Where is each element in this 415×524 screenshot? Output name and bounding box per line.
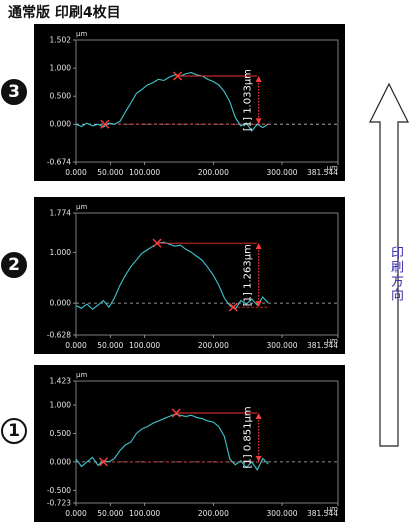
y-tick-label: 1.000 (50, 248, 72, 257)
peak-marker-stroke (173, 71, 183, 81)
badge-1: 1 (1, 418, 27, 444)
up-arrow-icon (369, 82, 409, 447)
y-unit-label: μm (76, 371, 87, 379)
height-arrow-head-bottom (255, 118, 262, 125)
x-tick-label: 100.000 (129, 341, 160, 350)
peak-marker-stroke (152, 238, 162, 248)
x-tick-label: 300.000 (266, 168, 297, 177)
base-marker (98, 457, 108, 467)
x-tick-label: 100.000 (129, 509, 160, 518)
y-tick-label: -0.723 (47, 499, 71, 508)
print-direction-arrow (368, 82, 410, 454)
badge-1-label: 1 (8, 421, 20, 441)
base-marker-stroke (100, 119, 110, 129)
profile-line (75, 72, 269, 132)
y-tick-label: 0.000 (50, 299, 72, 308)
profile-line (75, 413, 269, 471)
y-tick-label: 1.000 (50, 401, 72, 410)
y-tick-label: 1.502 (50, 36, 72, 45)
y-unit-label: μm (76, 30, 87, 38)
height-arrow-head-top (255, 75, 262, 82)
x-tick-label: 300.000 (266, 509, 297, 518)
x-tick-label: 381.544 (307, 168, 338, 177)
x-tick-label: 0.000 (65, 341, 87, 350)
badge-2: 2 (1, 252, 27, 278)
x-tick-label: 300.000 (266, 341, 297, 350)
height-arrow-head-top (255, 413, 262, 420)
plot-frame (75, 39, 339, 163)
y-tick-label: 1.000 (50, 64, 72, 73)
x-tick-label: 200.000 (198, 509, 229, 518)
chart-panel-2: μm μm 1.774 1.000 0.000 -0.628 0.000 50.000 100.… (34, 197, 345, 354)
height-arrow-head-bottom (255, 455, 262, 462)
base-marker (100, 119, 110, 129)
y-tick-label: -0.628 (47, 331, 71, 340)
badge-2-label: 2 (8, 255, 20, 275)
x-tick-label: 200.000 (198, 168, 229, 177)
peak-marker-stroke (171, 408, 181, 418)
height-annotation: [1] 0.851μm (243, 406, 254, 468)
base-marker (228, 302, 238, 312)
base-marker-stroke (98, 457, 108, 467)
x-tick-label: 200.000 (198, 341, 229, 350)
profile-line (75, 241, 269, 310)
y-tick-label: 0.500 (50, 92, 72, 101)
y-tick-label: 0.500 (50, 429, 72, 438)
height-arrow-head-bottom (255, 301, 262, 308)
chart-1: μmμm1.4231.0000.5000.000-0.500-0.7230.00… (47, 371, 339, 518)
base-marker-stroke (228, 302, 238, 312)
y-tick-label: -0.674 (47, 158, 71, 167)
x-unit-label: μm (327, 337, 338, 345)
x-tick-label: 50.000 (97, 168, 123, 177)
peak-marker (173, 71, 183, 81)
chart-panel-1: μm μm 1.423 1.000 0.500 0.000 -0.500 -0.723 0.00… (34, 365, 345, 522)
height-annotation: [1] 1.263μm (243, 244, 254, 306)
x-tick-label: 50.000 (97, 509, 123, 518)
print-direction-label: 印刷方向 (388, 246, 403, 302)
badge-3-label: 3 (8, 82, 20, 102)
y-tick-label: 0.000 (50, 457, 72, 466)
chart-panel-3: μm μm 1.502 1.000 0.500 0.000 -0.674 0.000 50.00… (34, 24, 345, 181)
page-title: 通常版 印刷4枚目 (8, 5, 121, 21)
x-tick-label: 50.000 (97, 341, 123, 350)
x-tick-label: 381.544 (307, 509, 338, 518)
y-tick-label: -0.500 (47, 486, 71, 495)
height-arrow-head-top (255, 243, 262, 250)
x-unit-label: μm (327, 164, 338, 172)
y-tick-label: 1.774 (50, 209, 72, 218)
y-tick-label: 1.423 (50, 377, 72, 386)
x-unit-label: μm (327, 505, 338, 513)
x-tick-label: 0.000 (65, 509, 87, 518)
peak-marker (152, 238, 162, 248)
height-annotation: [1] 1.033μm (243, 69, 254, 131)
badge-3: 3 (1, 79, 27, 105)
x-tick-label: 0.000 (65, 168, 87, 177)
peak-marker (171, 408, 181, 418)
y-tick-label: 0.000 (50, 120, 72, 129)
plot-frame (75, 380, 339, 504)
plot-frame (75, 212, 339, 336)
x-tick-label: 381.544 (307, 341, 338, 350)
x-tick-label: 100.000 (129, 168, 160, 177)
y-unit-label: μm (76, 203, 87, 211)
